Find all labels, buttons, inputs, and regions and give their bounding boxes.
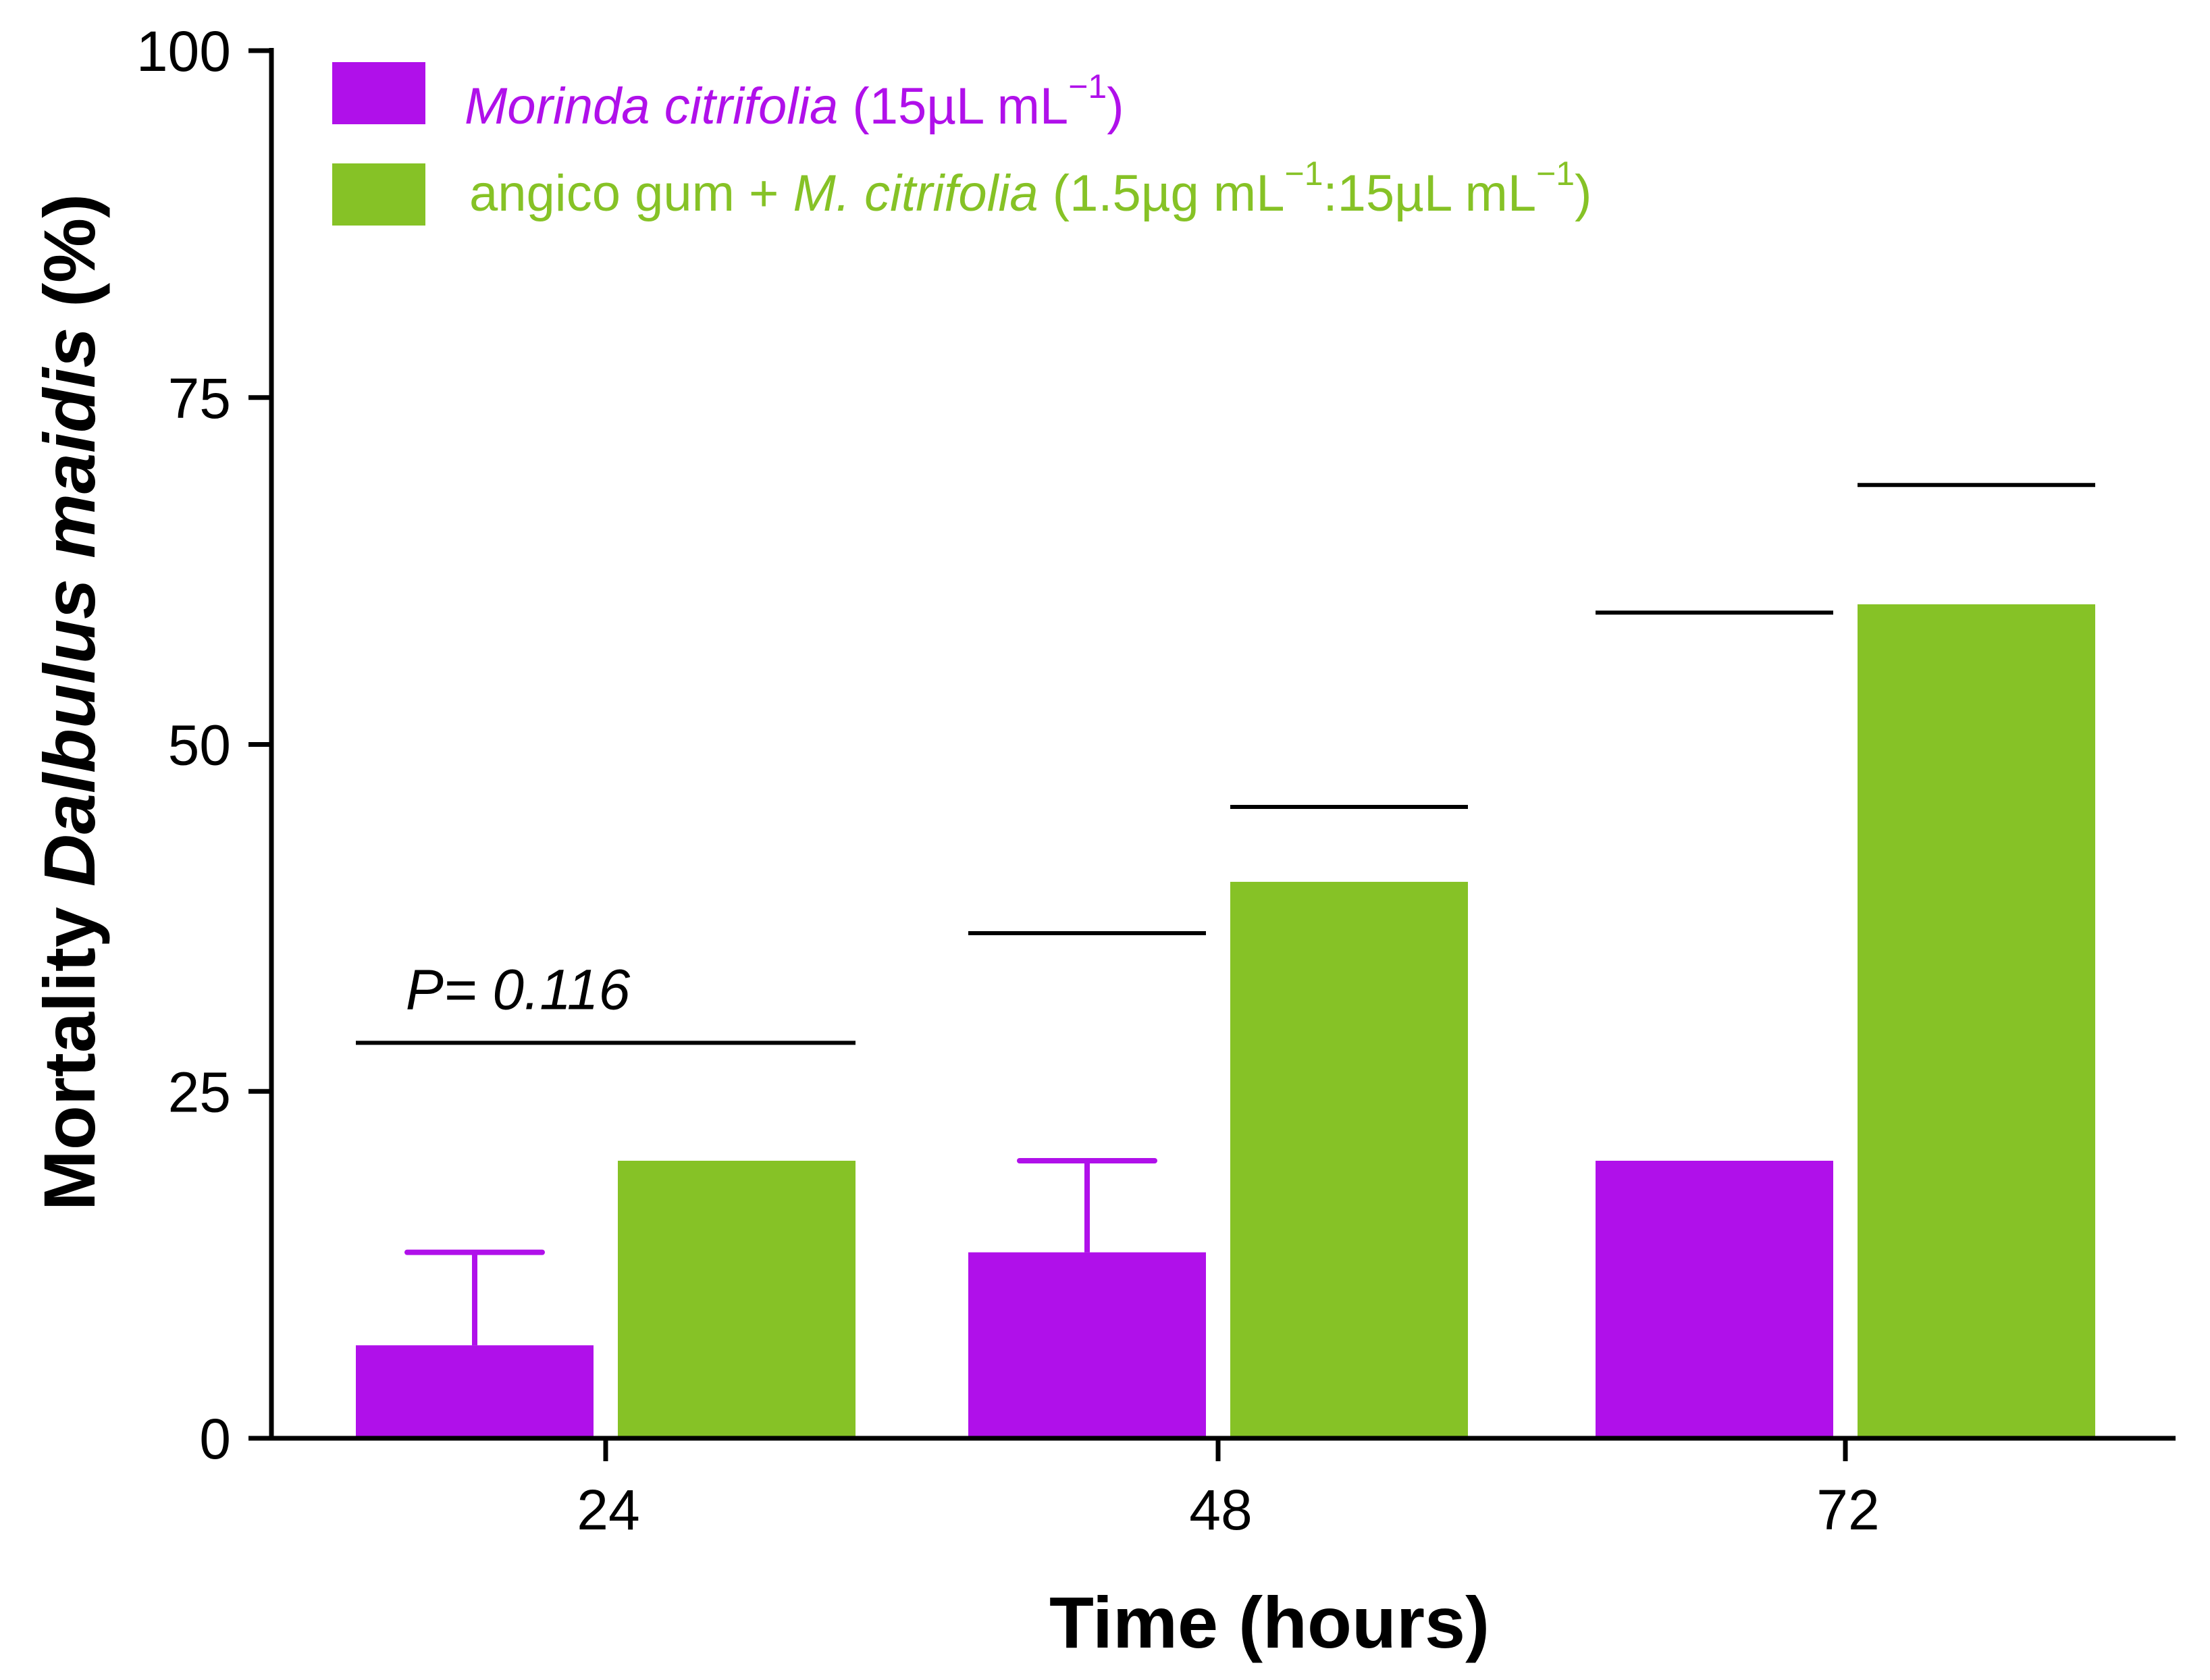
y-tick-label-25: 25 bbox=[168, 1060, 231, 1124]
bar-morinda-72 bbox=[1596, 1161, 1833, 1438]
significance-lines-group: P= 0.116 bbox=[356, 483, 2095, 1045]
y-tick-label-75: 75 bbox=[168, 367, 231, 430]
x-axis-title: Time (hours) bbox=[1049, 1581, 1490, 1663]
legend-label-angico: angico gum + M. citrifolia (1.5µg mL−1:1… bbox=[469, 155, 1591, 222]
x-tick-label-72: 72 bbox=[1816, 1478, 1879, 1542]
bar-angico-72 bbox=[1858, 604, 2095, 1438]
bar-morinda-48 bbox=[968, 1252, 1206, 1438]
x-tick-label-24: 24 bbox=[577, 1478, 639, 1542]
axes-group: 0 25 50 75 100 24 48 72 bbox=[136, 20, 2176, 1542]
legend-label-morinda: Morinda citrifolia (15µL mL−1) bbox=[465, 68, 1124, 135]
x-tick-label-48: 48 bbox=[1189, 1478, 1252, 1542]
legend: Morinda citrifolia (15µL mL−1) angico gu… bbox=[332, 62, 1591, 226]
legend-swatch-angico bbox=[332, 163, 425, 226]
bar-angico-48 bbox=[1230, 881, 1468, 1438]
legend-swatch-morinda bbox=[332, 62, 425, 124]
y-tick-label-50: 50 bbox=[168, 714, 231, 777]
y-tick-label-0: 0 bbox=[199, 1407, 231, 1471]
bar-angico-24 bbox=[618, 1161, 856, 1438]
p-value-label: P= 0.116 bbox=[406, 957, 631, 1021]
y-tick-label-100: 100 bbox=[136, 20, 231, 83]
y-axis-title: Mortality Dalbulus maidis (%) bbox=[28, 194, 110, 1211]
error-bars-group bbox=[404, 1158, 1157, 1346]
bar-morinda-24 bbox=[356, 1345, 594, 1438]
bars-group bbox=[356, 604, 2095, 1438]
